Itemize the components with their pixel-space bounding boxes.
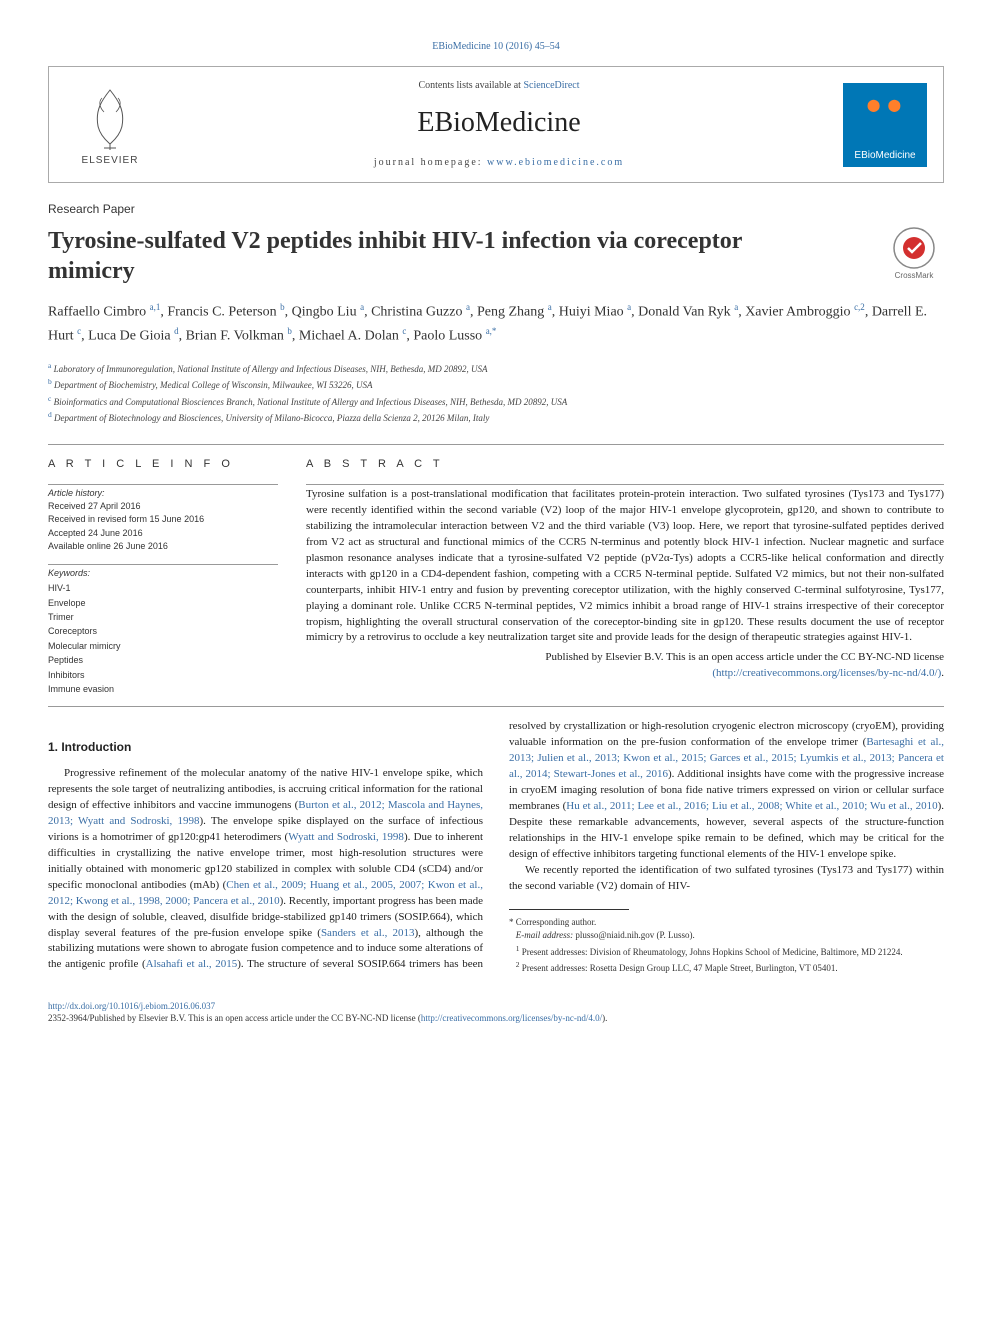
author-list: Raffaello Cimbro a,1, Francis C. Peterso…	[48, 300, 944, 348]
citation-link[interactable]: Wyatt and Sodroski, 1998	[288, 831, 404, 843]
citation-link[interactable]: Alsahafi et al., 2015	[146, 958, 238, 970]
corresponding-email-link[interactable]: plusso@niaid.nih.gov	[575, 930, 654, 940]
text-run: Present addresses: Rosetta Design Group …	[522, 963, 838, 973]
copyright-text: 2352-3964/Published by Elsevier B.V. Thi…	[48, 1013, 421, 1023]
history-label: Article history:	[48, 487, 278, 500]
email-line: E-mail address: plusso@niaid.nih.gov (P.…	[509, 929, 944, 943]
email-label: E-mail address:	[516, 930, 576, 940]
journal-masthead: ELSEVIER Contents lists available at Sci…	[48, 66, 944, 183]
cc-license-link[interactable]: (http://creativecommons.org/licenses/by-…	[712, 667, 941, 679]
contents-line: Contents lists available at ScienceDirec…	[155, 79, 843, 93]
article-info-column: A R T I C L E I N F O Article history: R…	[48, 457, 278, 697]
citation-link[interactable]: Hu et al., 2011; Lee et al., 2016; Liu e…	[566, 800, 937, 812]
abstract-heading: A B S T R A C T	[306, 457, 944, 472]
homepage-line: journal homepage: www.ebiomedicine.com	[155, 156, 843, 170]
homepage-prefix: journal homepage:	[374, 157, 487, 168]
divider	[306, 484, 944, 485]
article-info-heading: A R T I C L E I N F O	[48, 457, 278, 472]
present-address-1: 1 Present addresses: Division of Rheumat…	[509, 943, 944, 960]
article-type: Research Paper	[48, 201, 944, 218]
license-suffix: .	[941, 667, 944, 679]
text-run: Present addresses: Division of Rheumatol…	[522, 947, 903, 957]
keywords-list: HIV-1EnvelopeTrimerCoreceptorsMolecular …	[48, 581, 278, 696]
running-header: EBioMedicine 10 (2016) 45–54	[48, 40, 944, 54]
present-address-2: 2 Present addresses: Rosetta Design Grou…	[509, 959, 944, 976]
contents-prefix: Contents lists available at	[418, 80, 523, 91]
elsevier-logo: ELSEVIER	[65, 82, 155, 168]
abstract-column: A B S T R A C T Tyrosine sulfation is a …	[306, 457, 944, 697]
citation-link[interactable]: Sanders et al., 2013	[321, 927, 415, 939]
footnotes: * Corresponding author. E-mail address: …	[509, 916, 944, 976]
abstract-text: Tyrosine sulfation is a post-translation…	[306, 487, 944, 646]
text-run: We recently reported the identification …	[509, 864, 944, 892]
abstract-license: Published by Elsevier B.V. This is an op…	[306, 650, 944, 681]
homepage-link[interactable]: www.ebiomedicine.com	[487, 157, 624, 168]
corresponding-author-note: * Corresponding author.	[509, 916, 944, 930]
intro-p2: We recently reported the identification …	[509, 863, 944, 895]
affiliations: a Laboratory of Immunoregulation, Nation…	[48, 360, 944, 426]
cc-footer-link[interactable]: http://creativecommons.org/licenses/by-n…	[421, 1013, 602, 1023]
ebiomedicine-logo: EBioMedicine	[843, 83, 927, 167]
article-title: Tyrosine-sulfated V2 peptides inhibit HI…	[48, 226, 808, 286]
page-footer: http://dx.doi.org/10.1016/j.ebiom.2016.0…	[48, 1000, 944, 1025]
footnotes-divider	[509, 909, 629, 910]
text-run: ). Recently, important progress has been	[280, 895, 460, 907]
crossmark-label: CrossMark	[895, 270, 934, 281]
history-text: Received 27 April 2016Received in revise…	[48, 500, 278, 554]
journal-name: EBioMedicine	[155, 103, 843, 142]
sciencedirect-link[interactable]: ScienceDirect	[523, 80, 579, 91]
crossmark-badge[interactable]: CrossMark	[884, 226, 944, 281]
email-who: (P. Lusso).	[654, 930, 695, 940]
section-introduction-heading: 1. Introduction	[48, 739, 483, 756]
divider	[48, 444, 944, 445]
doi-link[interactable]: http://dx.doi.org/10.1016/j.ebiom.2016.0…	[48, 1001, 215, 1011]
divider	[48, 484, 278, 485]
divider	[48, 564, 278, 565]
keywords-label: Keywords:	[48, 567, 278, 580]
license-line1: Published by Elsevier B.V. This is an op…	[545, 651, 944, 663]
elsevier-tree-icon	[80, 82, 140, 152]
ebiomedicine-logo-label: EBioMedicine	[854, 149, 915, 163]
crossmark-icon	[892, 226, 936, 270]
elsevier-label: ELSEVIER	[82, 154, 139, 168]
divider	[48, 706, 944, 707]
copyright-end: ).	[602, 1013, 607, 1023]
